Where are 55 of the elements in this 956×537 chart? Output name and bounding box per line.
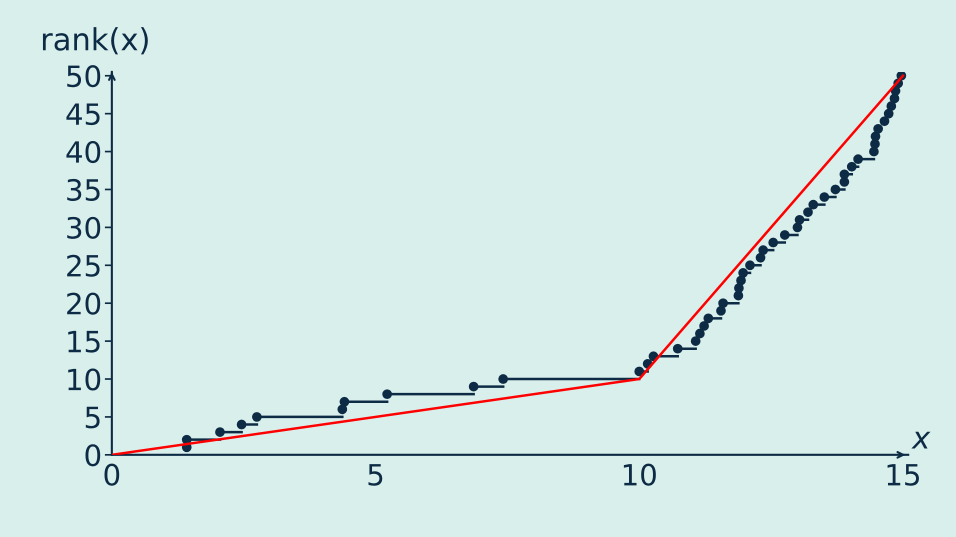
point [634, 366, 644, 376]
x-tick-label: 15 [888, 464, 919, 486]
point [215, 427, 225, 437]
point [756, 252, 766, 263]
point [780, 230, 790, 240]
point [498, 374, 508, 384]
point [803, 207, 813, 218]
point [792, 222, 802, 232]
y-tick-label: 30 [67, 216, 100, 239]
x-axis-title: x [911, 432, 931, 448]
point [768, 238, 778, 248]
point [718, 298, 728, 308]
y-tick-label: 40 [66, 141, 100, 164]
point [880, 116, 890, 126]
point [736, 276, 746, 286]
point [695, 328, 705, 338]
y-tick-label: 10 [68, 368, 100, 391]
y-tick-label: 0 [85, 444, 100, 466]
point [340, 396, 350, 407]
point [830, 184, 840, 194]
point [819, 192, 830, 202]
point [745, 260, 755, 270]
point [738, 268, 748, 278]
point [853, 154, 863, 164]
point [672, 344, 683, 354]
point [252, 412, 262, 422]
point [886, 101, 896, 111]
point [690, 336, 701, 346]
point [794, 214, 804, 225]
point [873, 124, 883, 134]
point [840, 169, 850, 180]
point [236, 420, 246, 430]
y-tick-label: 25 [67, 254, 100, 277]
point [703, 314, 714, 324]
x-tick-label: 0 [104, 464, 120, 486]
point [808, 200, 818, 210]
x-tick-label: 5 [368, 464, 382, 486]
point [870, 132, 880, 142]
point [734, 283, 744, 293]
y-tick-label: 15 [68, 330, 100, 353]
y-tick-label: 5 [86, 406, 100, 428]
y-axis-title: rank(x) [42, 27, 148, 54]
point [382, 389, 392, 400]
y-tick-label: 50 [67, 65, 100, 88]
point [699, 321, 709, 331]
point [716, 306, 726, 316]
y-tick-label: 35 [67, 178, 100, 201]
y-tick-label: 20 [67, 292, 100, 315]
point [468, 382, 478, 392]
point [884, 108, 894, 119]
x-tick-label: 10 [624, 464, 656, 486]
point [846, 162, 857, 172]
point [337, 404, 348, 414]
y-tick-label: 45 [66, 103, 100, 126]
point [758, 245, 768, 255]
